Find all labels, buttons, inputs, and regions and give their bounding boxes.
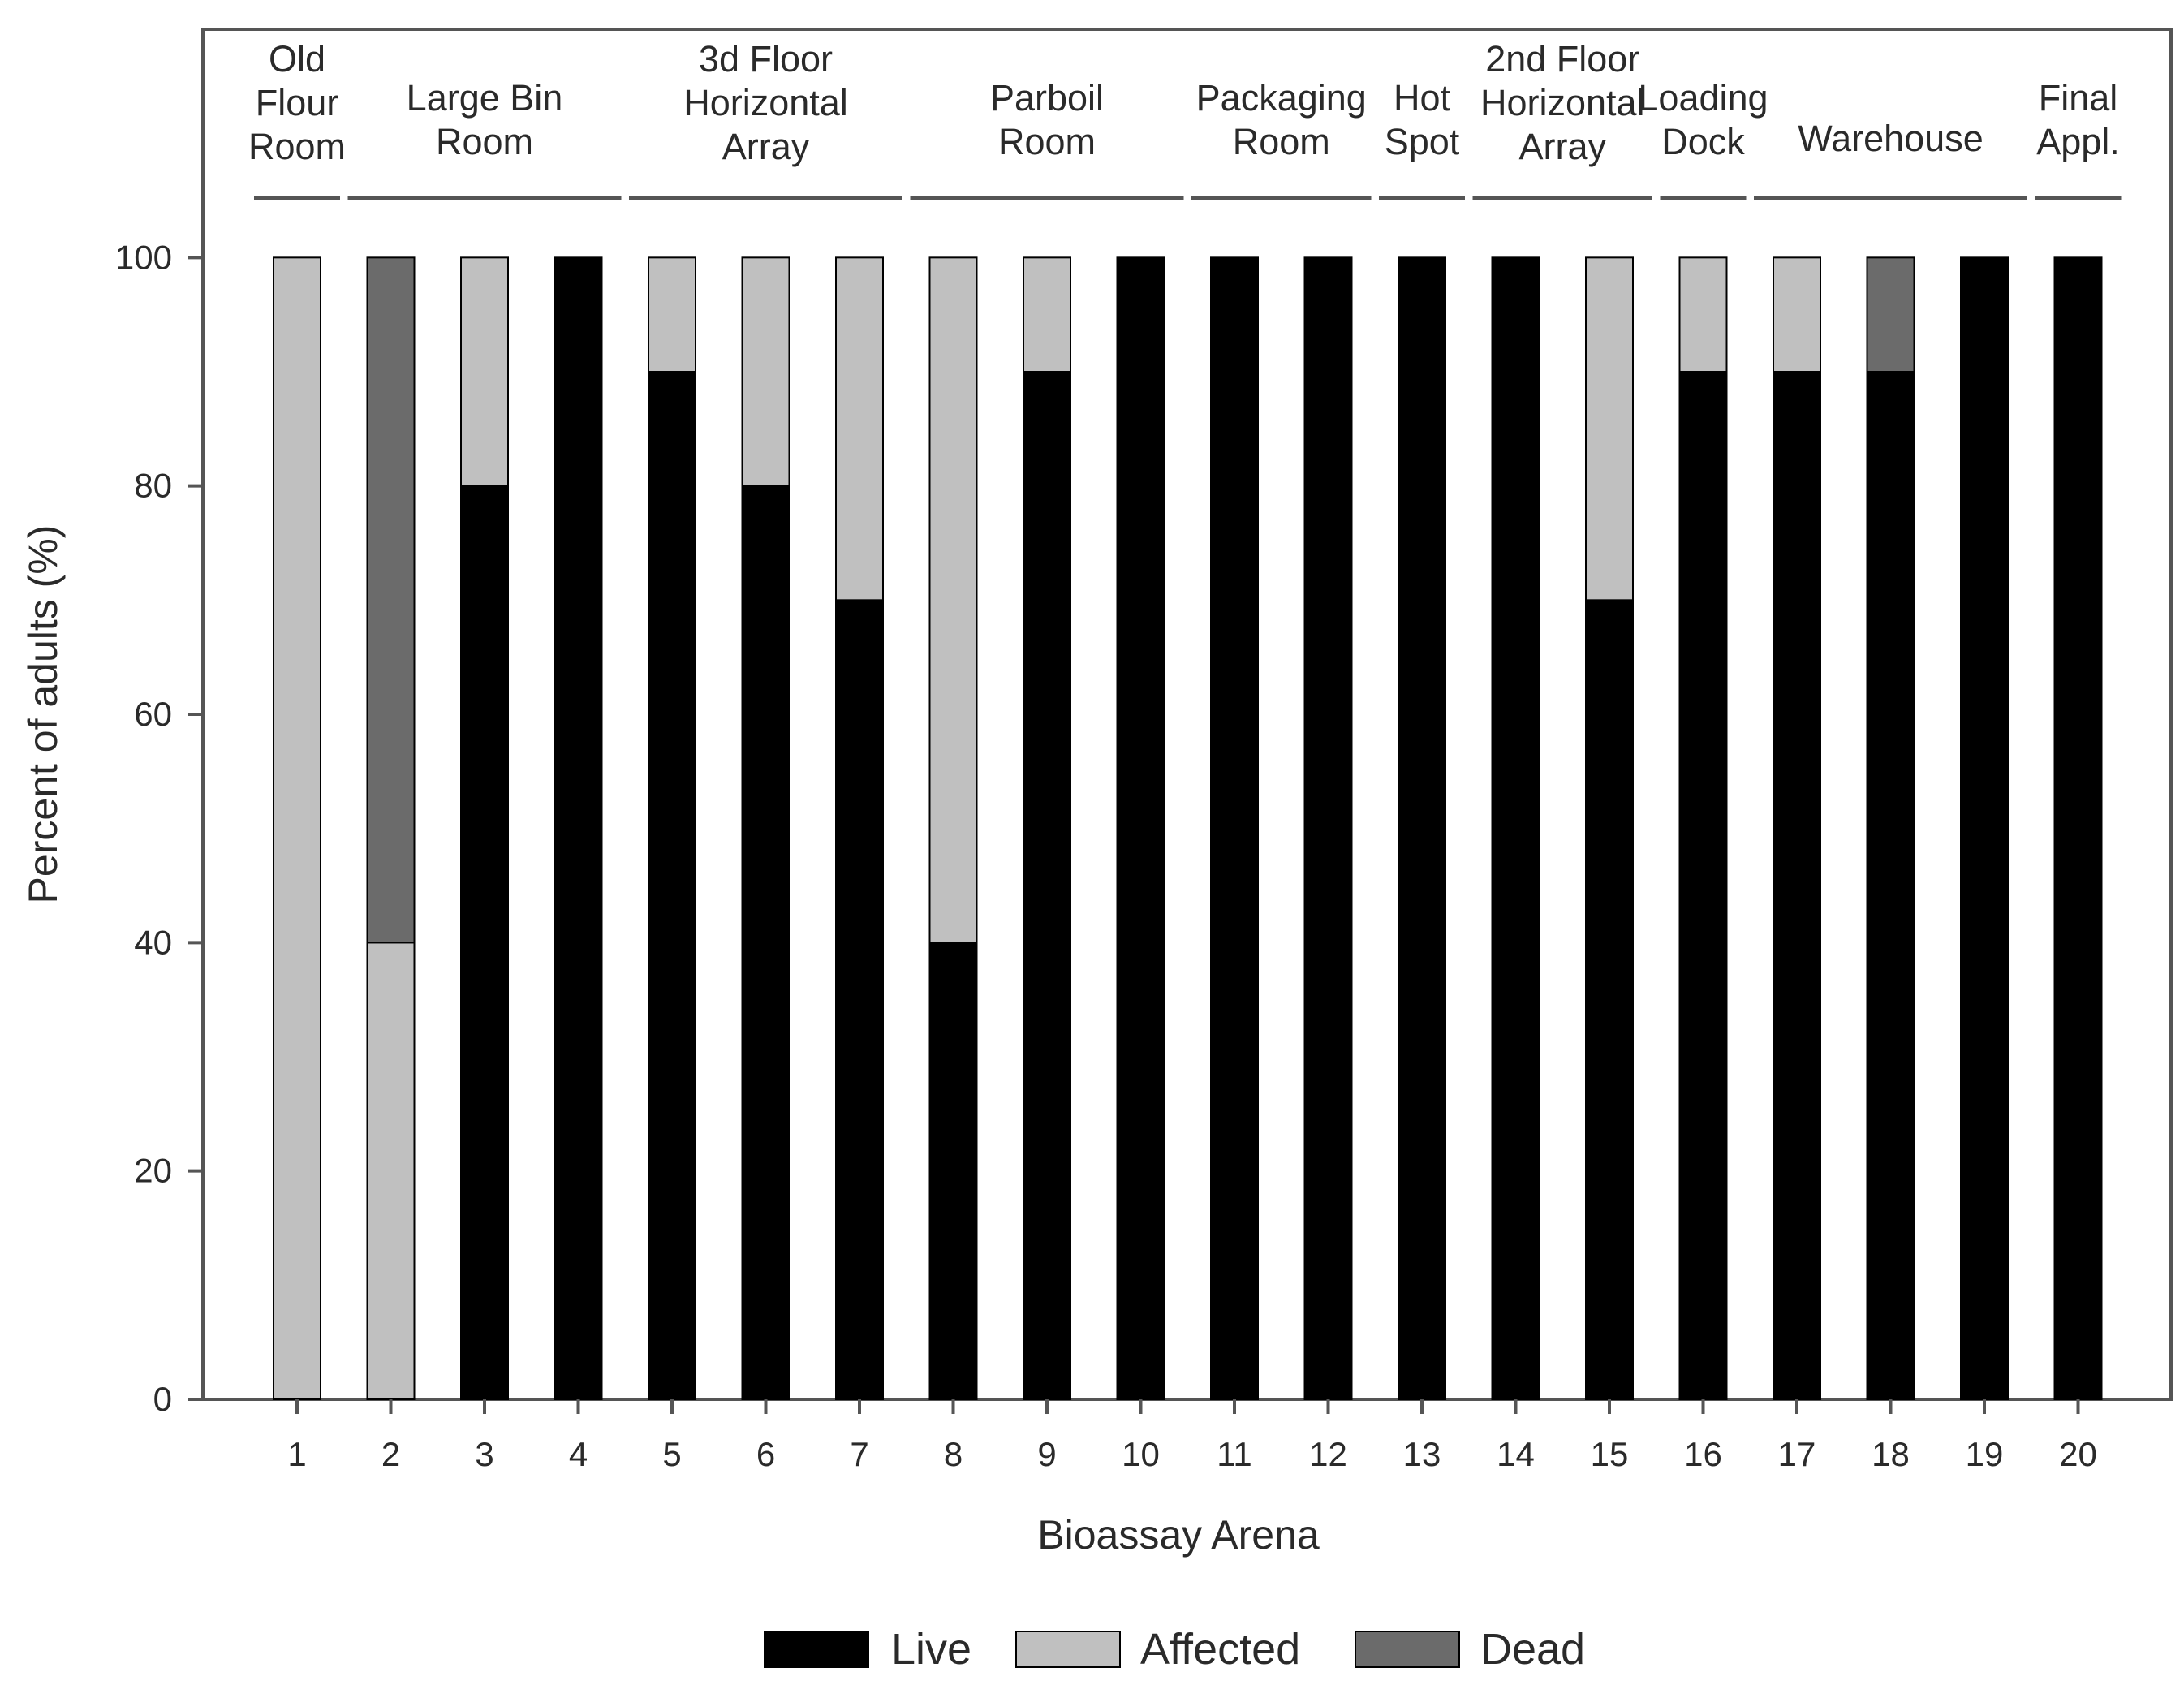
x-tick-label-8: 8 <box>944 1435 963 1473</box>
x-tick-label-15: 15 <box>1591 1435 1629 1473</box>
bar-live-14 <box>1491 256 1540 1400</box>
group-label-1-line-2: Flour <box>256 82 339 123</box>
group-label-7-line-3: Array <box>1518 126 1606 167</box>
bar-affected-8 <box>928 256 978 944</box>
y-tick-label-0: 0 <box>153 1380 172 1418</box>
bar-live-17 <box>1773 371 1821 1400</box>
y-tick-label-100: 100 <box>115 238 172 276</box>
bar-live-10 <box>1116 256 1165 1400</box>
group-label-10-line-2: Appl. <box>2036 121 2120 162</box>
bar-affected-15 <box>1585 256 1634 601</box>
bar-live-6 <box>741 485 790 1401</box>
group-label-1-line-1: Old <box>269 38 325 80</box>
x-tick-label-9: 9 <box>1037 1435 1056 1473</box>
group-label-2-line-1: Large Bin <box>407 77 563 119</box>
bar-live-20 <box>2053 256 2103 1400</box>
group-label-3-line-3: Array <box>722 126 810 167</box>
bar-live-7 <box>835 599 884 1400</box>
y-axis-title: Percent of adults (%) <box>20 525 66 904</box>
bar-dead-18 <box>1866 256 1915 373</box>
legend-label-live: Live <box>891 1625 971 1674</box>
x-tick-label-12: 12 <box>1309 1435 1347 1473</box>
y-axis: 0 20 40 60 80 100 <box>115 238 203 1418</box>
bar-live-5 <box>648 371 696 1400</box>
bar-affected-6 <box>741 256 790 487</box>
bar-affected-1 <box>273 256 321 1400</box>
x-tick-label-2: 2 <box>381 1435 400 1473</box>
y-tick-label-40: 40 <box>134 923 172 961</box>
group-label-5-line-1: Packaging <box>1196 77 1367 119</box>
legend-swatch-affected <box>1015 1631 1121 1668</box>
x-tick-label-13: 13 <box>1403 1435 1441 1473</box>
x-tick-label-19: 19 <box>1966 1435 2004 1473</box>
bar-affected-3 <box>460 256 509 487</box>
bar-live-18 <box>1866 371 1915 1400</box>
group-label-9-line-1: Warehouse <box>1798 118 1983 159</box>
x-tick-label-17: 17 <box>1778 1435 1816 1473</box>
bar-live-16 <box>1678 371 1728 1400</box>
legend-label-dead: Dead <box>1480 1625 1585 1674</box>
group-label-3-line-1: 3d Floor <box>699 38 833 80</box>
group-label-10-line-1: Final <box>2039 77 2118 119</box>
group-label-7-line-1: 2nd Floor <box>1485 38 1639 80</box>
bar-affected-9 <box>1023 256 1071 373</box>
bar-live-12 <box>1303 256 1353 1400</box>
legend-swatch-live <box>764 1631 869 1668</box>
bar-live-3 <box>460 485 509 1401</box>
x-tick-label-10: 10 <box>1122 1435 1160 1473</box>
bar-live-13 <box>1398 256 1446 1400</box>
x-tick-label-18: 18 <box>1872 1435 1910 1473</box>
bar-affected-7 <box>835 256 884 601</box>
bar-affected-17 <box>1773 256 1821 373</box>
bar-live-19 <box>1960 256 2009 1400</box>
group-label-7-line-2: Horizontal <box>1480 82 1645 123</box>
y-tick-label-60: 60 <box>134 695 172 733</box>
x-tick-label-6: 6 <box>756 1435 775 1473</box>
group-label-5-line-2: Room <box>1233 121 1330 162</box>
x-axis-title: Bioassay Arena <box>1037 1512 1320 1558</box>
x-tick-label-14: 14 <box>1497 1435 1535 1473</box>
group-label-8-line-1: Loading <box>1638 77 1768 119</box>
group-label-1-line-3: Room <box>248 126 346 167</box>
x-tick-label-16: 16 <box>1684 1435 1722 1473</box>
bar-affected-2 <box>366 942 416 1401</box>
bar-live-4 <box>554 256 603 1400</box>
bars-layer <box>273 256 2103 1401</box>
y-tick-label-80: 80 <box>134 467 172 505</box>
x-tick-label-7: 7 <box>850 1435 868 1473</box>
group-label-8-line-2: Dock <box>1661 121 1745 162</box>
legend: Live Affected Dead <box>764 1625 1585 1674</box>
x-axis: 1 2 3 4 5 6 7 8 9 10 11 12 13 14 15 16 17 18 19 20 <box>287 1399 2097 1473</box>
x-tick-label-5: 5 <box>662 1435 681 1473</box>
group-label-3-line-2: Horizontal <box>683 82 848 123</box>
group-label-4-line-1: Parboil <box>990 77 1104 119</box>
group-label-2-line-2: Room <box>436 121 533 162</box>
bar-live-8 <box>928 942 978 1401</box>
x-tick-label-11: 11 <box>1217 1435 1252 1473</box>
x-tick-label-3: 3 <box>475 1435 493 1473</box>
bar-affected-5 <box>648 256 696 373</box>
group-label-4-line-2: Room <box>998 121 1096 162</box>
bar-live-11 <box>1210 256 1259 1400</box>
bar-affected-16 <box>1678 256 1728 373</box>
x-tick-label-1: 1 <box>287 1435 306 1473</box>
bar-live-9 <box>1023 371 1071 1400</box>
group-label-6-line-2: Spot <box>1385 121 1460 162</box>
bar-live-15 <box>1585 599 1634 1400</box>
legend-label-affected: Affected <box>1140 1625 1300 1674</box>
legend-swatch-dead <box>1355 1631 1460 1668</box>
x-tick-label-20: 20 <box>2059 1435 2097 1473</box>
group-label-6-line-1: Hot <box>1394 77 1451 119</box>
x-tick-label-4: 4 <box>569 1435 588 1473</box>
y-tick-label-20: 20 <box>134 1152 172 1190</box>
bar-dead-2 <box>366 256 416 944</box>
